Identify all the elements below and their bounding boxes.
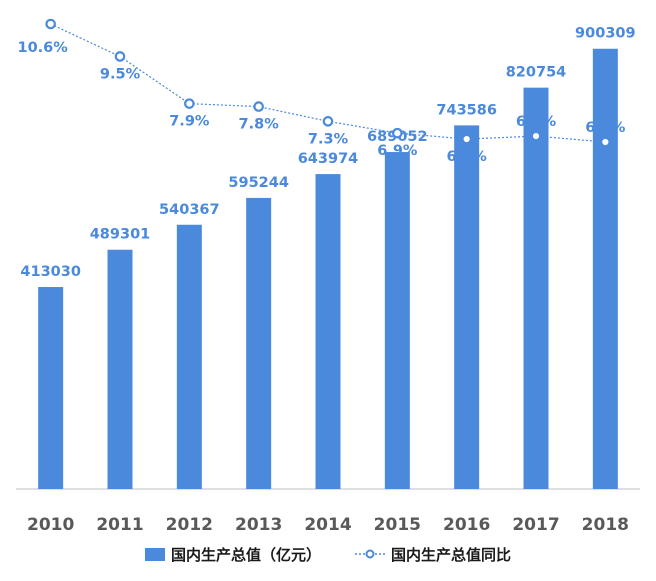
legend: 国内生产总值（亿元） 国内生产总值同比 bbox=[0, 542, 656, 566]
growth-value-label: 6.9% bbox=[377, 143, 418, 159]
growth-value-label: 7.8% bbox=[239, 117, 280, 133]
legend-label-gdp: 国内生产总值（亿元） bbox=[170, 545, 321, 564]
growth-value-label: 6.6% bbox=[585, 120, 626, 136]
legend-item-gdp: 国内生产总值（亿元） bbox=[144, 544, 321, 565]
growth-point-2016 bbox=[461, 133, 472, 145]
growth-point-2014 bbox=[322, 116, 334, 127]
x-tick-label: 2017 bbox=[512, 515, 559, 535]
legend-line-swatch bbox=[355, 549, 385, 559]
bar-2011 bbox=[107, 249, 133, 489]
bar-value-label: 900309 bbox=[575, 26, 636, 42]
x-tick-label: 2018 bbox=[582, 515, 629, 535]
bar-2012 bbox=[176, 224, 202, 489]
growth-value-label: 9.5% bbox=[100, 66, 141, 82]
bar-value-label: 643974 bbox=[298, 151, 359, 167]
bar-2013 bbox=[246, 197, 272, 489]
bar-2016 bbox=[454, 125, 480, 489]
growth-point-2011 bbox=[114, 51, 126, 62]
legend-item-growth: 国内生产总值同比 bbox=[355, 544, 511, 565]
bar-2010 bbox=[38, 287, 64, 489]
growth-value-label: 6.7% bbox=[447, 149, 488, 165]
growth-value-label: 7.3% bbox=[308, 131, 349, 147]
growth-point-2018 bbox=[600, 136, 611, 148]
growth-point-2015 bbox=[392, 127, 403, 139]
bar-2017 bbox=[523, 87, 549, 489]
x-tick-label: 2010 bbox=[27, 515, 74, 535]
chart: 413030 2010 489301 2011 540367 2012 595244 2013… bbox=[16, 18, 640, 535]
bar-value-label: 595244 bbox=[228, 175, 289, 191]
growth-value-label: 6.8% bbox=[516, 114, 557, 130]
x-tick-label: 2013 bbox=[235, 515, 282, 535]
bar-value-label: 820754 bbox=[506, 65, 567, 81]
growth-point-2012 bbox=[184, 98, 195, 109]
x-tick-label: 2011 bbox=[96, 515, 143, 535]
legend-label-growth: 国内生产总值同比 bbox=[391, 545, 512, 564]
bar-value-label: 540367 bbox=[159, 202, 220, 218]
x-tick-label: 2012 bbox=[166, 515, 213, 535]
growth-point-2017 bbox=[530, 130, 542, 142]
bar-value-label: 743586 bbox=[436, 102, 497, 118]
x-tick-label: 2016 bbox=[443, 515, 490, 535]
bar-2014 bbox=[315, 174, 341, 489]
x-tick-label: 2015 bbox=[374, 515, 421, 535]
growth-point-2010 bbox=[45, 18, 56, 30]
legend-bar-swatch bbox=[144, 547, 165, 561]
bar-2015 bbox=[384, 152, 410, 489]
bar-2018 bbox=[592, 48, 618, 489]
x-tick-label: 2014 bbox=[304, 515, 351, 535]
growth-point-2013 bbox=[253, 101, 264, 112]
bar-value-label: 413030 bbox=[20, 264, 81, 280]
growth-value-label: 7.9% bbox=[169, 114, 210, 130]
bar-value-label: 489301 bbox=[90, 227, 151, 243]
growth-value-label: 10.6% bbox=[18, 40, 69, 56]
